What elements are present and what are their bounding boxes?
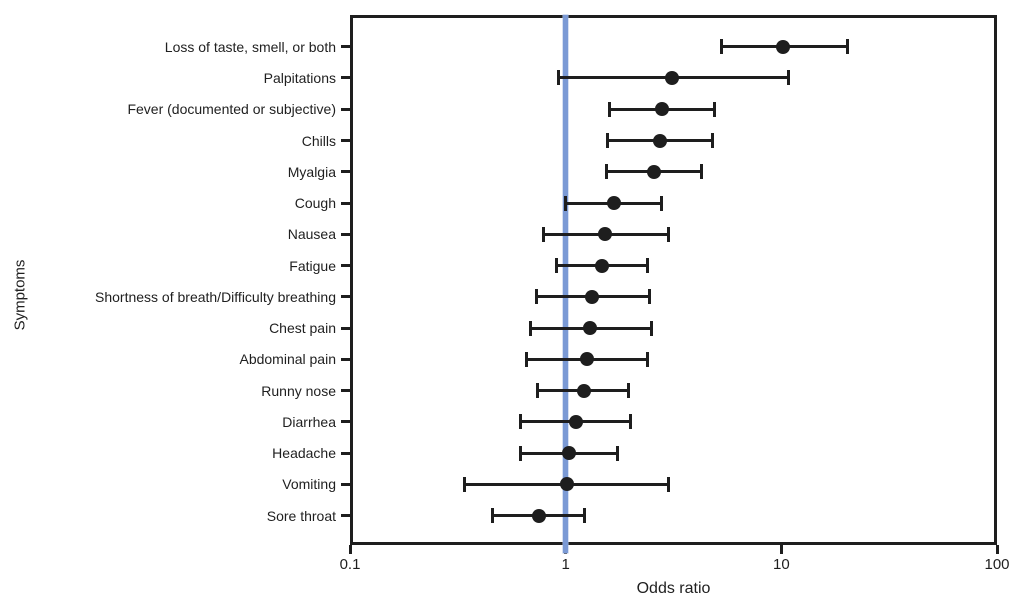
point-estimate [559, 477, 574, 492]
ci-cap-low [491, 508, 495, 524]
row-label: Palpitations [263, 69, 336, 86]
ci-cap-low [519, 414, 523, 430]
y-axis-tick [341, 295, 350, 299]
row-label: Abdominal pain [239, 351, 336, 368]
row-label: Vomiting [282, 476, 336, 493]
ci-cap-high [699, 164, 703, 180]
ci-cap-high [626, 383, 630, 399]
reference-line-or-1 [563, 15, 569, 553]
ci-cap-low [463, 476, 467, 492]
y-axis-tick [341, 326, 350, 330]
x-axis-tick-label: 0.1 [339, 556, 361, 573]
ci-cap-low [555, 258, 559, 274]
point-estimate [607, 196, 622, 211]
point-estimate [664, 70, 679, 85]
ci-cap-low [534, 289, 538, 305]
x-axis-tick-label: 1 [561, 556, 570, 573]
x-axis-tick-label: 100 [984, 556, 1010, 573]
point-estimate [582, 321, 597, 336]
row-label: Nausea [287, 226, 336, 243]
ci-cap-high [845, 39, 849, 55]
ci-cap-high [659, 195, 663, 211]
y-axis-tick [341, 264, 350, 268]
y-axis-tick [341, 45, 350, 49]
ci-cap-low [605, 164, 609, 180]
ci-cap-low [557, 70, 561, 86]
ci-cap-low [525, 351, 529, 367]
ci-cap-low [564, 195, 568, 211]
row-label: Chest pain [269, 320, 336, 337]
x-axis-tick [779, 545, 783, 554]
row-label: Diarrhea [282, 413, 336, 430]
ci-cap-high [787, 70, 791, 86]
ci-cap-high [648, 289, 652, 305]
y-axis-tick [341, 389, 350, 393]
ci-cap-low [606, 133, 610, 148]
point-estimate [646, 164, 661, 179]
y-axis-tick [341, 451, 350, 455]
row-label: Runny nose [261, 382, 336, 399]
ci-cap-low [608, 101, 612, 117]
plot-area [350, 15, 997, 545]
y-axis-tick [341, 482, 350, 486]
row-label: Fever (documented or subjective) [127, 101, 336, 118]
point-estimate [655, 102, 670, 117]
ci-cap-high [616, 445, 620, 461]
y-axis-tick [341, 514, 350, 518]
point-estimate [653, 133, 668, 148]
y-axis-tick [341, 76, 350, 80]
ci-cap-high [646, 258, 650, 274]
ci-cap-low [535, 383, 539, 399]
ci-cap-low [519, 445, 523, 461]
y-axis-tick [341, 420, 350, 424]
row-label: Sore throat [266, 507, 336, 524]
row-label: Myalgia [287, 163, 336, 180]
row-label: Fatigue [289, 257, 336, 274]
point-estimate [562, 446, 577, 461]
ci-cap-high [667, 226, 671, 242]
point-estimate [776, 39, 791, 54]
row-label: Loss of taste, smell, or both [164, 38, 336, 55]
y-axis-tick [341, 170, 350, 174]
y-axis-tick [341, 357, 350, 361]
ci-cap-high [646, 351, 650, 367]
x-axis-title: Odds ratio [636, 580, 711, 597]
point-estimate [598, 227, 613, 242]
y-axis-tick [341, 139, 350, 142]
ci-cap-high [667, 476, 671, 492]
row-label: Cough [294, 195, 336, 212]
ci-cap-low [529, 320, 533, 336]
y-axis-tick [341, 232, 350, 236]
row-label: Headache [272, 445, 336, 462]
point-estimate [584, 289, 599, 304]
row-label: Shortness of breath/Difficulty breathing [95, 288, 336, 305]
x-axis-tick-label: 10 [772, 556, 790, 573]
row-label: Chills [301, 132, 336, 149]
ci-cap-high [629, 414, 633, 430]
x-axis-tick [995, 545, 999, 554]
ci-cap-high [711, 133, 715, 148]
ci-cap-high [713, 101, 717, 117]
point-estimate [576, 383, 591, 398]
y-axis-title: Symptoms [11, 259, 29, 331]
y-axis-tick [341, 107, 350, 111]
x-axis-tick [348, 545, 352, 554]
ci-cap-high [582, 508, 586, 524]
ci-cap-low [720, 39, 724, 55]
point-estimate [569, 414, 584, 429]
y-axis-tick [341, 201, 350, 205]
point-estimate [594, 258, 609, 273]
ci-cap-high [649, 320, 653, 336]
ci-cap-low [542, 226, 546, 242]
point-estimate [531, 508, 546, 523]
point-estimate [580, 352, 595, 367]
